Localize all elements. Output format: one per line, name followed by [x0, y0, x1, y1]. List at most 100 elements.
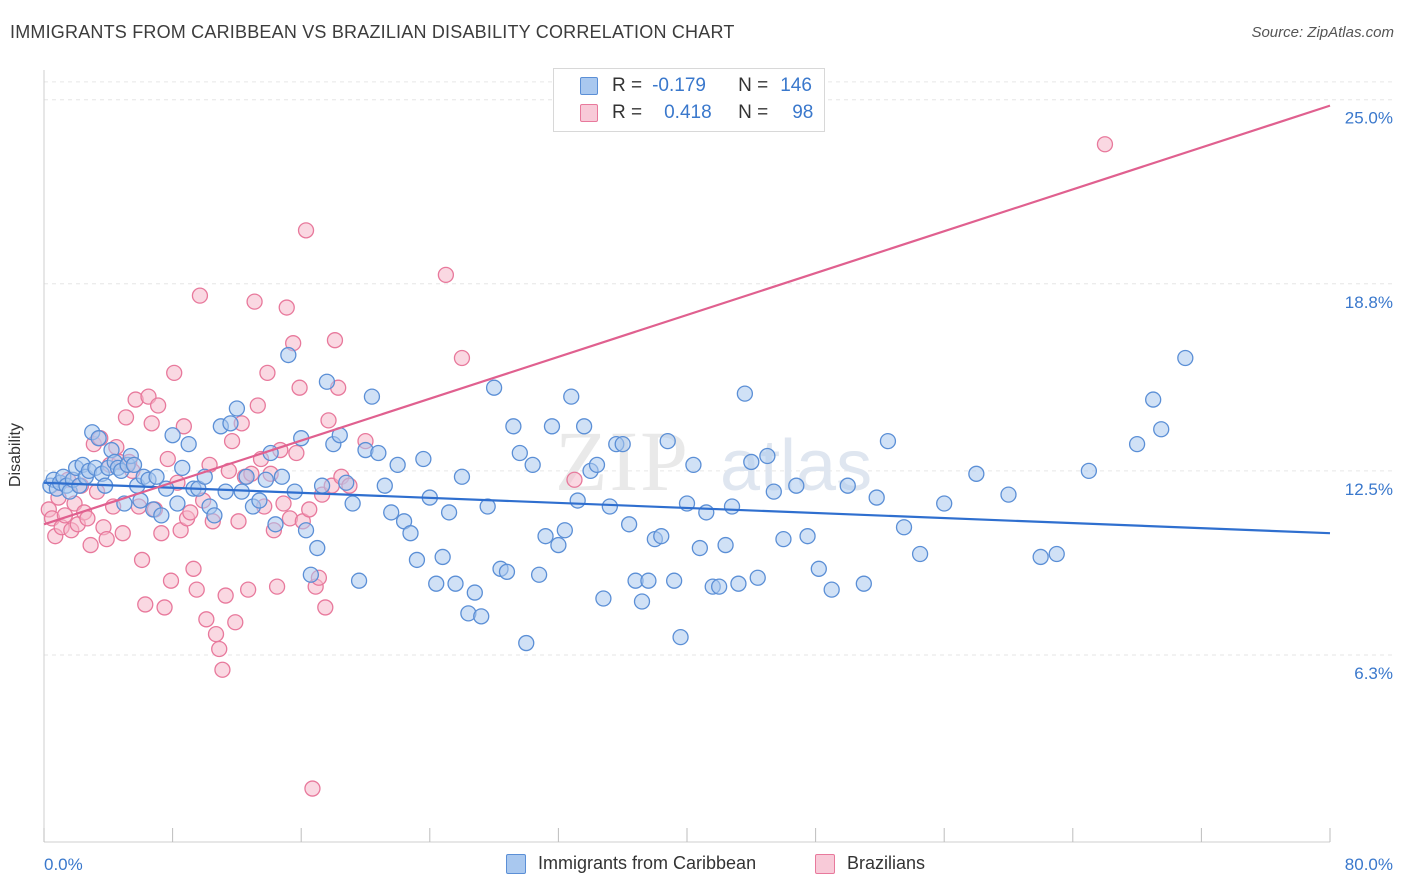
brazilians-point [246, 293, 263, 310]
caribbean-point [765, 483, 782, 500]
brazilians-point [227, 614, 244, 631]
caribbean-point [297, 522, 315, 539]
caribbean-point [402, 525, 419, 542]
caribbean-point [148, 468, 165, 485]
tick-labels: 6.3% 12.5% 18.8% 25.0% 0.0% 80.0% [44, 109, 1393, 874]
caribbean-point [723, 498, 741, 515]
caribbean-point [1128, 435, 1146, 453]
brazilians-point [188, 581, 205, 598]
caribbean-point [895, 519, 913, 536]
caribbean-point [810, 560, 827, 577]
legend-n-value: 146 [780, 75, 812, 96]
caribbean-point [267, 516, 284, 533]
caribbean-point [180, 435, 197, 453]
brazilians-point [566, 471, 583, 488]
bottom-legend-caribbean: Immigrants from Caribbean [506, 853, 756, 874]
caribbean-point [206, 507, 223, 524]
legend-swatch-pink [580, 104, 598, 122]
caribbean-point [313, 477, 331, 494]
caribbean-point [855, 575, 872, 592]
caribbean-point [749, 569, 766, 586]
caribbean-point [550, 536, 567, 554]
brazilians-point [437, 266, 455, 284]
brazilians-point [98, 530, 115, 548]
brazilians-point [240, 581, 257, 598]
stats-legend: R = -0.179 N = 146 R = 0.418 N = 98 [553, 68, 825, 132]
caribbean-point [125, 456, 143, 474]
brazilians-point [175, 418, 193, 435]
caribbean-point [524, 456, 541, 474]
axes [43, 70, 1331, 843]
brazilians-point [278, 299, 295, 316]
caribbean-point [90, 430, 107, 447]
legend-r-label: R = [612, 102, 643, 123]
caribbean-point [640, 572, 657, 589]
caribbean-point [839, 477, 856, 494]
caribbean-point [174, 459, 191, 477]
caribbean-point [936, 495, 953, 512]
brazilians-point [185, 560, 202, 577]
caribbean-point [698, 504, 715, 521]
caribbean-point [691, 539, 709, 557]
brazilians-point [259, 364, 276, 382]
brazilians-point [297, 222, 315, 239]
brazilians-point [133, 551, 151, 569]
brazilians-point [137, 596, 154, 613]
caribbean-point [1032, 548, 1049, 566]
brazilians-point [79, 510, 96, 527]
caribbean-point [479, 498, 496, 515]
caribbean-point [344, 495, 361, 512]
caribbean-point [823, 581, 840, 598]
legend-n-label: N = [738, 102, 769, 123]
caribbean-point [370, 444, 387, 462]
caribbean-point [217, 483, 234, 500]
caribbean-point [485, 379, 503, 396]
legend-r-value: -0.179 [652, 75, 706, 96]
caribbean-point [228, 400, 246, 417]
brazilians-point [291, 379, 308, 396]
caribbean-point [466, 584, 483, 601]
trend-lines [43, 104, 1331, 535]
caribbean-point [788, 477, 805, 494]
legend-r-value: 0.418 [664, 102, 712, 123]
caribbean-point [743, 453, 760, 471]
caribbean-point [868, 489, 885, 506]
caribbean-point [911, 545, 929, 563]
caribbean-point [428, 575, 445, 592]
brazilians-point [82, 536, 99, 554]
caribbean-point [169, 495, 186, 512]
brazilians-point [198, 611, 215, 628]
legend-row-caribbean: R = -0.179 N = 146 [580, 74, 812, 98]
legend-n-value: 98 [792, 102, 814, 123]
chart-title: IMMIGRANTS FROM CARIBBEAN VS BRAZILIAN D… [10, 22, 735, 42]
caribbean-point [759, 447, 776, 465]
brazilians-point [149, 397, 167, 414]
y-axis-label: Disability [7, 422, 24, 488]
caribbean-point [389, 456, 406, 474]
caribbean-point [440, 504, 458, 521]
brazilians-point [207, 626, 225, 643]
legend-swatch-blue [580, 77, 598, 95]
caribbean-point [736, 385, 754, 402]
brazilians-point [288, 444, 305, 462]
caribbean-point [575, 418, 593, 435]
caribbean-point [1048, 545, 1065, 563]
brazilians-trend-line [43, 104, 1331, 526]
caribbean-point [1153, 421, 1170, 438]
caribbean-point [273, 468, 291, 485]
caribbean-point [633, 593, 651, 610]
watermark-atlas: atlas [720, 426, 872, 506]
brazilians-point [191, 287, 209, 304]
caribbean-point [595, 590, 612, 607]
legend-n-label: N = [738, 75, 769, 96]
brazilians-point [249, 397, 266, 414]
brazilians-point [326, 332, 344, 349]
caribbean-point [309, 539, 326, 557]
caribbean-point [588, 456, 606, 474]
brazilians-point [320, 412, 337, 429]
bottom-legend-label: Brazilians [847, 853, 926, 873]
brazilians-point [162, 572, 180, 589]
caribbean-point [280, 346, 297, 364]
caribbean-point [543, 418, 561, 435]
caribbean-point [164, 427, 181, 444]
